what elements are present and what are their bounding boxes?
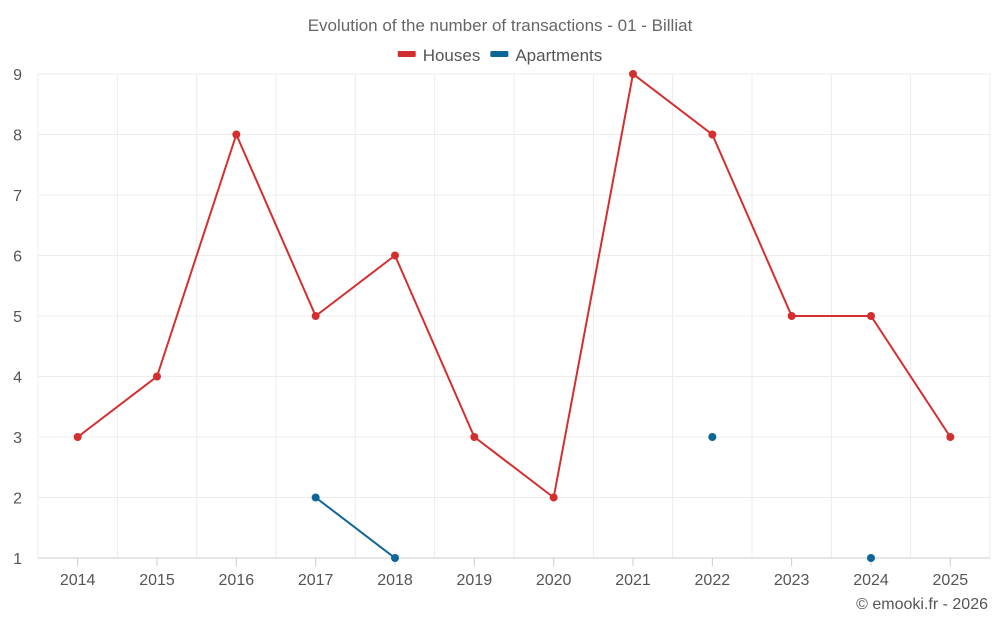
- series-line-houses: [77, 73, 952, 499]
- legend-label: Houses: [423, 46, 481, 65]
- x-tick-label: 2021: [615, 572, 651, 589]
- x-tick-label: 2024: [853, 572, 889, 589]
- y-tick-label: 7: [13, 188, 22, 205]
- legend: Houses Apartments: [397, 46, 602, 65]
- x-tick-label: 2019: [457, 572, 493, 589]
- y-axis: 1 2 3 4 5 6 7 8 9: [13, 67, 22, 568]
- data-point-houses[interactable]: [232, 130, 241, 139]
- chart-title: Evolution of the number of transactions …: [308, 16, 693, 35]
- x-tick-label: 2020: [536, 572, 572, 589]
- data-point-apartments[interactable]: [391, 554, 399, 562]
- series-line-apartments: [315, 496, 396, 559]
- data-point-houses[interactable]: [549, 493, 558, 502]
- legend-swatch: [490, 51, 509, 57]
- y-tick-label: 8: [13, 128, 22, 145]
- y-tick-label: 3: [13, 430, 22, 447]
- data-point-houses[interactable]: [867, 312, 875, 320]
- x-tick-label: 2023: [774, 572, 810, 589]
- x-tick-label: 2016: [219, 572, 255, 589]
- x-tick-label: 2022: [695, 572, 731, 589]
- data-point-houses[interactable]: [153, 372, 161, 381]
- data-point-apartments[interactable]: [311, 493, 320, 502]
- legend-label: Apartments: [515, 46, 602, 65]
- x-tick-label: 2014: [60, 572, 96, 589]
- data-point-houses[interactable]: [629, 70, 637, 78]
- legend-item-apartments[interactable]: Apartments: [490, 46, 602, 65]
- data-point-houses[interactable]: [946, 433, 955, 441]
- data-point-houses[interactable]: [708, 130, 717, 139]
- data-point-houses[interactable]: [311, 312, 320, 320]
- data-point-houses[interactable]: [73, 433, 82, 441]
- series-lines: [77, 73, 952, 559]
- x-axis: 2014 2015 2016 2017 2018 2019 2020 2021 2022 2023…: [38, 557, 990, 589]
- data-point-houses[interactable]: [391, 251, 399, 260]
- data-point-houses[interactable]: [787, 312, 796, 320]
- y-tick-label: 1: [13, 551, 22, 568]
- y-tick-label: 5: [13, 309, 22, 326]
- y-tick-label: 4: [13, 370, 22, 387]
- legend-swatch: [397, 51, 416, 57]
- x-tick-label: 2025: [933, 572, 969, 589]
- data-point-apartments[interactable]: [867, 554, 875, 562]
- x-tick-label: 2018: [377, 572, 413, 589]
- y-tick-label: 6: [13, 249, 22, 266]
- series-points: [73, 70, 955, 562]
- x-tick-label: 2017: [298, 572, 334, 589]
- y-tick-label: 9: [13, 67, 22, 84]
- x-tick-label: 2015: [139, 572, 175, 589]
- footer-credit: © emooki.fr - 2026: [856, 596, 988, 613]
- grid: [37, 73, 991, 558]
- data-point-houses[interactable]: [470, 433, 479, 441]
- y-tick-label: 2: [13, 491, 22, 508]
- data-point-apartments[interactable]: [708, 433, 717, 441]
- legend-item-houses[interactable]: Houses: [397, 46, 481, 65]
